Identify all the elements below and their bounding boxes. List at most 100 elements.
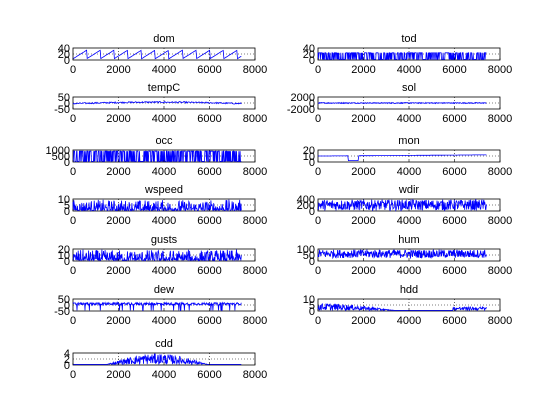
subplot-title: wdir	[398, 184, 420, 196]
x-tick-label: 4000	[152, 315, 176, 327]
y-tick-label: 200	[297, 200, 315, 212]
series-line	[317, 52, 487, 60]
y-tick-label: 500	[52, 151, 70, 163]
y-tick-label: 0	[64, 300, 70, 312]
y-tick-label: 0	[309, 306, 315, 318]
y-tick-label: 10	[303, 151, 315, 163]
y-tick-label: 2000	[291, 92, 315, 104]
x-tick-label: 8000	[243, 369, 267, 381]
x-tick-label: 6000	[197, 113, 221, 125]
x-tick-label: 0	[315, 64, 321, 76]
x-tick-label: 0	[70, 369, 76, 381]
y-tick-label: 100	[297, 244, 315, 256]
x-tick-label: 6000	[197, 265, 221, 277]
subplot-cdd: cdd 0 2000 4000 6000 8000 024	[64, 338, 267, 381]
y-tick-label: 4	[64, 348, 70, 360]
x-tick-label: 6000	[197, 166, 221, 178]
x-tick-label: 2000	[351, 315, 375, 327]
y-tick-label: 5	[64, 200, 70, 212]
series-line	[72, 249, 242, 262]
x-tick-label: 6000	[442, 315, 466, 327]
x-tick-label: 4000	[397, 113, 421, 125]
x-tick-label: 2000	[351, 215, 375, 227]
y-tick-label: 10	[58, 194, 70, 206]
y-tick-label: -50	[54, 306, 70, 318]
x-tick-label: 2000	[106, 166, 130, 178]
y-tick-label: 40	[58, 43, 70, 55]
x-tick-label: 8000	[243, 166, 267, 178]
x-tick-label: 0	[315, 166, 321, 178]
subplot-title: dom	[153, 33, 174, 45]
x-tick-label: 6000	[442, 166, 466, 178]
x-tick-label: 4000	[152, 166, 176, 178]
y-tick-label: 0	[309, 55, 315, 67]
subplot-title: gusts	[151, 234, 178, 246]
y-tick-label: 0	[309, 157, 315, 169]
x-tick-label: 6000	[197, 215, 221, 227]
x-tick-label: 2000	[106, 215, 130, 227]
x-tick-label: 2000	[106, 113, 130, 125]
x-tick-label: 4000	[397, 215, 421, 227]
y-tick-label: 10	[303, 294, 315, 306]
x-tick-label: 8000	[243, 315, 267, 327]
y-tick-label: 20	[303, 145, 315, 157]
x-tick-label: 0	[315, 215, 321, 227]
x-tick-label: 4000	[397, 166, 421, 178]
x-tick-label: 2000	[106, 315, 130, 327]
series-line	[318, 154, 487, 161]
subplot-title: tod	[401, 33, 416, 45]
x-tick-label: 6000	[442, 113, 466, 125]
x-tick-label: 0	[70, 215, 76, 227]
x-tick-label: 8000	[243, 265, 267, 277]
x-tick-label: 6000	[442, 215, 466, 227]
y-tick-label: 0	[64, 206, 70, 218]
y-tick-label: 1000	[46, 145, 70, 157]
x-tick-label: 8000	[488, 265, 512, 277]
x-tick-label: 6000	[197, 315, 221, 327]
y-tick-label: 0	[64, 256, 70, 268]
x-tick-label: 2000	[351, 64, 375, 76]
x-tick-label: 4000	[152, 369, 176, 381]
x-tick-label: 0	[315, 265, 321, 277]
x-tick-label: 2000	[106, 64, 130, 76]
series-line	[72, 100, 242, 105]
subplot-title: mon	[398, 135, 419, 147]
y-tick-label: 20	[58, 49, 70, 61]
y-tick-label: 10	[58, 250, 70, 262]
y-tick-label: -50	[54, 104, 70, 116]
x-tick-label: 6000	[197, 64, 221, 76]
y-tick-label: 50	[58, 92, 70, 104]
x-tick-label: 0	[70, 265, 76, 277]
y-tick-label: 20	[58, 244, 70, 256]
series-line	[72, 199, 242, 212]
x-tick-label: 0	[70, 315, 76, 327]
x-tick-label: 4000	[397, 315, 421, 327]
subplot-title: hum	[398, 234, 419, 246]
series-line	[72, 49, 242, 60]
y-tick-label: 40	[303, 43, 315, 55]
x-tick-label: 2000	[106, 265, 130, 277]
y-tick-label: 0	[309, 98, 315, 110]
y-tick-label: 0	[64, 157, 70, 169]
x-tick-label: 8000	[488, 215, 512, 227]
y-tick-label: 0	[309, 206, 315, 218]
x-tick-label: 2000	[351, 166, 375, 178]
subplot-title: cdd	[155, 338, 173, 350]
x-tick-label: 0	[70, 166, 76, 178]
series-line	[317, 198, 487, 212]
x-tick-label: 6000	[442, 265, 466, 277]
subplot-title: dew	[154, 284, 174, 296]
series-line	[73, 150, 242, 162]
subplot-title: tempC	[148, 82, 180, 94]
subplot-title: occ	[155, 135, 173, 147]
x-tick-label: 6000	[197, 369, 221, 381]
x-tick-label: 4000	[152, 215, 176, 227]
series-line	[317, 249, 487, 260]
